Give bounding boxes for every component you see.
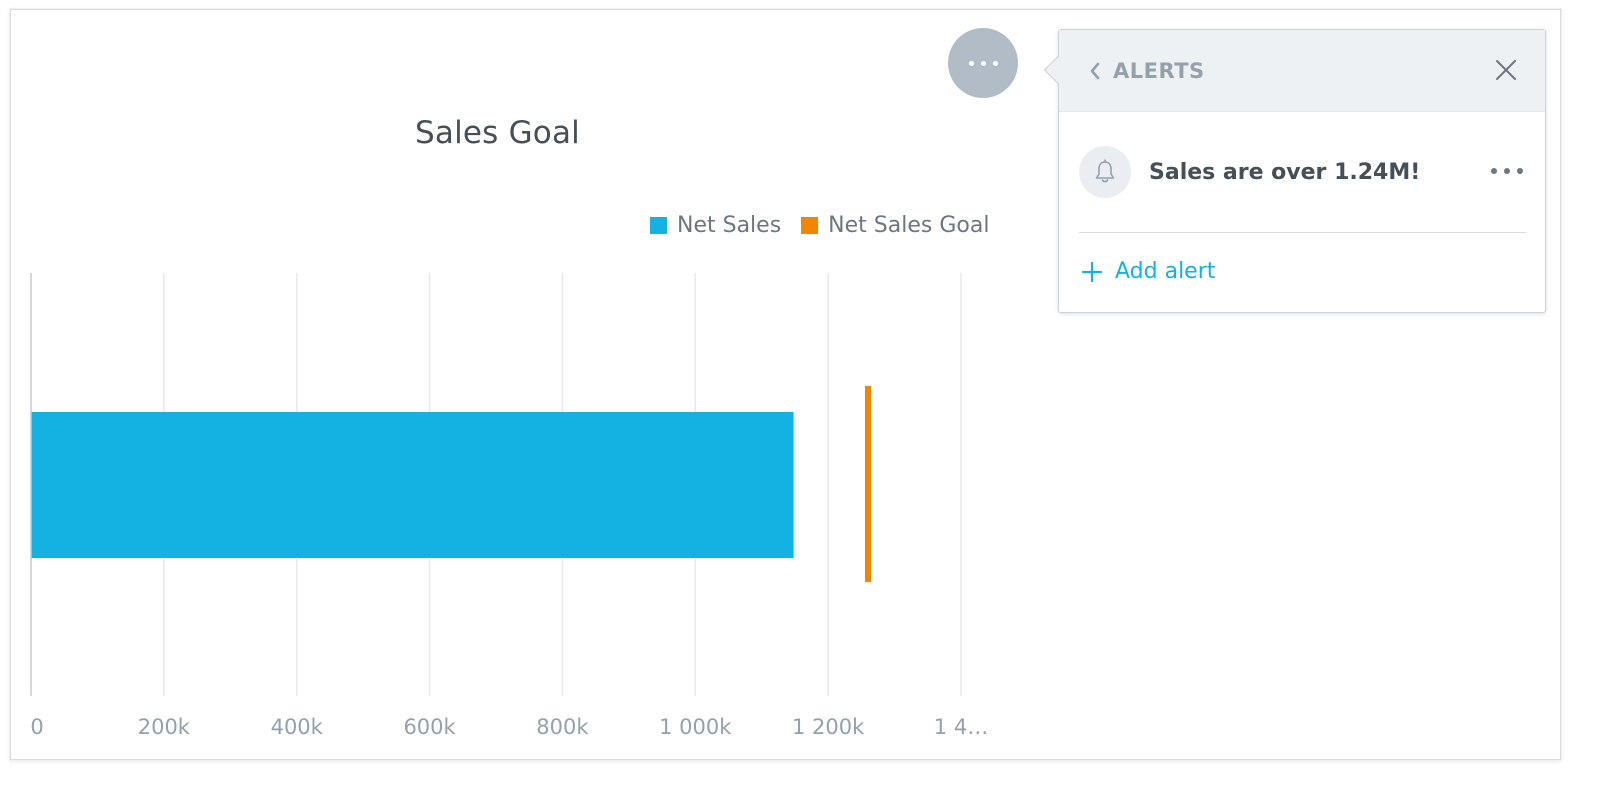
divider [1079,232,1526,233]
alert-text: Sales are over 1.24M! [1149,159,1421,185]
legend-label-net-sales: Net Sales [677,212,782,238]
legend-item-net-sales[interactable]: Net Sales [650,213,781,238]
x-tick-label-1: 200k [138,715,191,739]
chevron-left-icon [1090,62,1100,79]
target-marker-net-sales-goal [865,386,871,582]
close-icon [1496,60,1516,80]
bell-icon [1095,159,1115,183]
plus-icon [1081,261,1103,282]
x-tick-label-6: 1 200k [792,715,865,739]
alert-icon-circle [1079,146,1131,198]
x-tick-label-5: 1 000k [659,715,732,739]
legend-swatch-net-sales [650,216,667,234]
close-button[interactable] [1493,57,1519,83]
alert-item[interactable]: Sales are over 1.24M! [1059,112,1545,232]
x-tick-label-3: 600k [403,715,456,739]
bar-net-sales [31,412,794,558]
add-alert-label: Add alert [1115,259,1216,284]
chart-title: Sales Goal [415,115,580,151]
x-tick-label-2: 400k [271,715,324,739]
back-button[interactable]: ALERTS [1089,59,1205,83]
sales-goal-chart: 0 200k 400k 600k 800k 1 000k 1 200k 1 4… [30,273,988,739]
legend-swatch-net-sales-goal [801,216,819,234]
x-tick-label-4: 800k [536,715,589,739]
more-horizontal-icon [968,60,998,66]
x-tick-label-0: 0 [30,715,43,739]
alerts-panel-header: ALERTS [1059,30,1545,112]
alerts-panel: ALERTS Sales are over 1.24M! Add alert [1043,29,1546,313]
alerts-panel-title: ALERTS [1113,58,1205,83]
add-alert-button[interactable]: Add alert [1081,259,1215,284]
options-menu-button[interactable] [948,28,1018,98]
legend-label-net-sales-goal: Net Sales Goal [828,212,990,238]
legend-item-net-sales-goal[interactable]: Net Sales Goal [801,213,989,238]
chart-legend: Net Sales Net Sales Goal [650,210,1009,240]
x-tick-label-7: 1 4… [934,715,988,739]
alert-menu-button[interactable] [1491,168,1523,174]
